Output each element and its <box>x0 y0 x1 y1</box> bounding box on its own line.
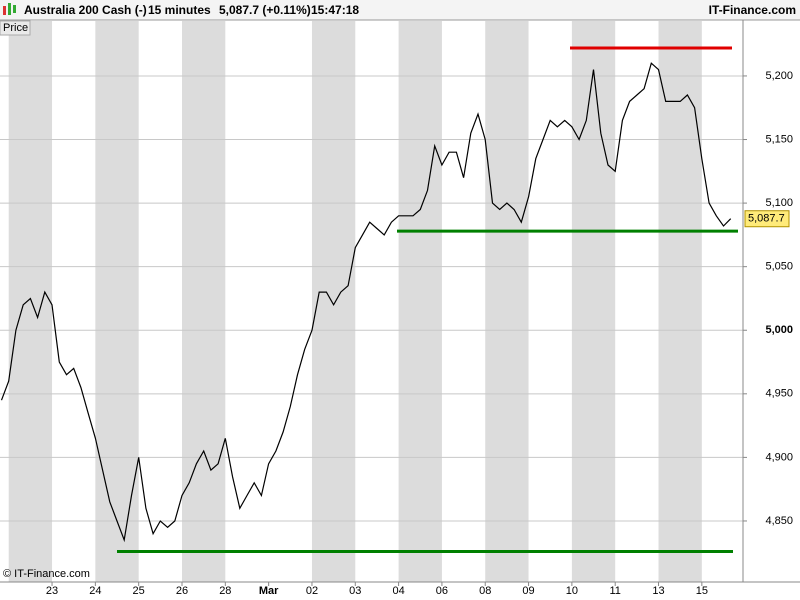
y-tick-label: 4,900 <box>765 451 793 463</box>
source: IT-Finance.com <box>709 3 796 17</box>
plot-area <box>0 46 743 553</box>
x-tick-label: 06 <box>436 585 448 597</box>
y-tick-label: 5,050 <box>765 261 793 273</box>
copyright: © IT-Finance.com <box>3 568 90 580</box>
x-tick-label: 26 <box>176 585 188 597</box>
x-tick-label: 25 <box>133 585 145 597</box>
y-tick-label: 4,950 <box>765 388 793 400</box>
x-tick-label: Mar <box>259 585 279 597</box>
day-band <box>571 21 616 582</box>
x-tick-label: 04 <box>392 585 404 597</box>
x-tick-label: 08 <box>479 585 491 597</box>
panel-label-box <box>0 20 31 36</box>
x-tick-label: 28 <box>219 585 231 597</box>
day-band <box>95 21 139 582</box>
x-tick-label: 02 <box>306 585 318 597</box>
x-tick-label: 09 <box>522 585 534 597</box>
day-bands <box>8 21 702 582</box>
x-tick-label: 15 <box>696 585 708 597</box>
day-band <box>398 21 442 582</box>
last-price-box <box>744 210 790 228</box>
day-band <box>311 21 356 582</box>
chart-title: Australia 200 Cash (-) <box>24 3 147 17</box>
day-band <box>485 21 529 582</box>
x-tick-label: 23 <box>46 585 58 597</box>
header-bar <box>0 0 800 20</box>
interval: 15 minutes <box>148 3 211 17</box>
y-tick-label: 5,200 <box>765 70 793 82</box>
y-tick-label: 5,000 <box>765 324 793 336</box>
day-band <box>658 21 702 582</box>
y-tick-label: 4,850 <box>765 515 793 527</box>
x-tick-label: 13 <box>652 585 664 597</box>
x-tick-label: 11 <box>609 585 620 597</box>
x-tick-label: 03 <box>349 585 361 597</box>
last-quote: 5,087.7 (+0.11%) <box>219 3 311 17</box>
last-price-label: 5,087.7 <box>748 213 785 225</box>
panel-label: Price <box>3 22 28 34</box>
day-band <box>182 21 226 582</box>
time: 15:47:18 <box>311 3 359 17</box>
x-tick-label: 10 <box>566 585 578 597</box>
y-tick-label: 5,150 <box>765 133 793 145</box>
price-line <box>0 62 732 543</box>
y-tick-label: 5,100 <box>765 197 793 209</box>
day-band <box>8 21 53 582</box>
x-tick-label: 24 <box>89 585 101 597</box>
logo-icon <box>3 3 16 15</box>
